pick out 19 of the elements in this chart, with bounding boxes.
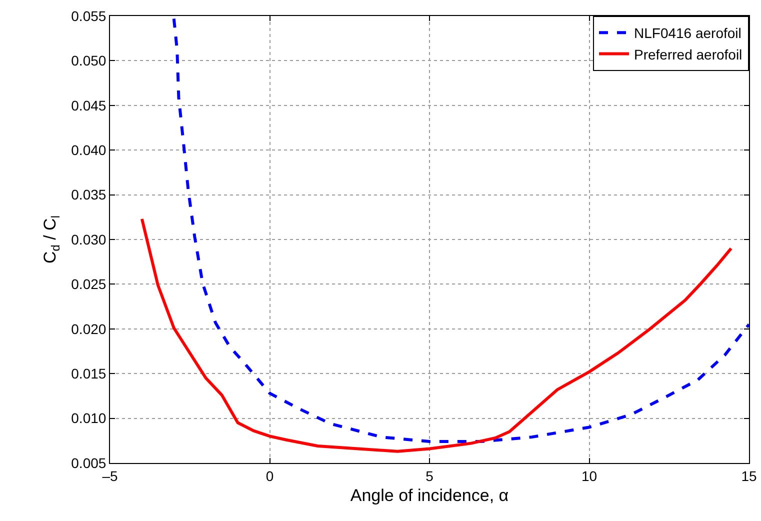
y-tick-label: 0.045	[71, 97, 106, 114]
y-tick-label: 0.050	[71, 52, 106, 69]
y-tick-label: 0.035	[71, 186, 106, 203]
x-axis-title: Angle of incidence, α	[350, 486, 509, 506]
y-tick-label: 0.040	[71, 142, 106, 158]
y-tick-label: 0.015	[71, 366, 106, 382]
x-tick-label: 0	[266, 468, 274, 484]
y-tick-label: 0.020	[71, 320, 106, 337]
y-tick-label: 0.055	[71, 8, 106, 24]
line-series	[172, 17, 749, 444]
y-tick-label: 0.025	[71, 276, 106, 292]
legend-label: Preferred aerofoil	[634, 46, 742, 62]
y-tick-label: 0.030	[71, 231, 106, 248]
x-tick-label: 5	[426, 468, 434, 484]
line-series	[140, 217, 733, 453]
y-tick-label: 0.010	[71, 410, 106, 426]
x-tick-label: 15	[741, 468, 757, 484]
x-tick-label: 10	[581, 468, 598, 484]
legend-label: NLF0416 aerofoil	[634, 25, 742, 42]
